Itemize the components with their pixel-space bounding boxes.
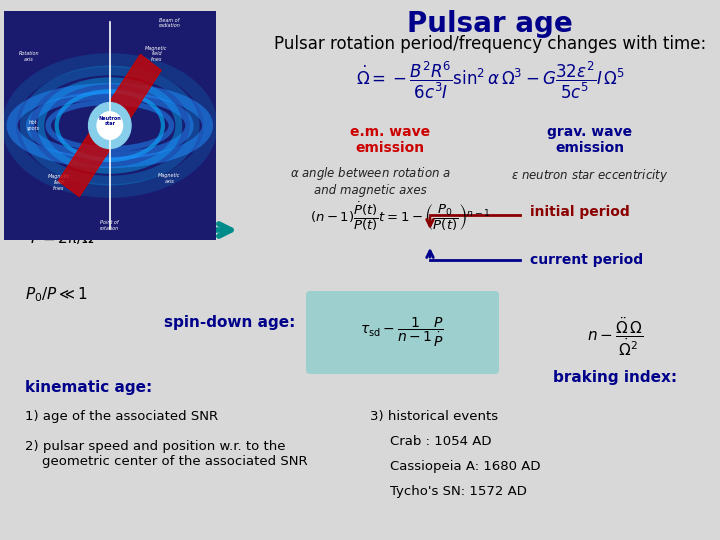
Text: $(n-1)\dfrac{\dot{P}(t)}{P(t)}t = 1 - \left(\dfrac{P_0}{P(t)}\right)^{n-1}$: $(n-1)\dfrac{\dot{P}(t)}{P(t)}t = 1 - \l… (310, 200, 490, 233)
Text: Pulsar age: Pulsar age (407, 10, 573, 38)
FancyBboxPatch shape (306, 291, 499, 374)
Text: Magnetic
field
lines: Magnetic field lines (145, 46, 168, 62)
Text: Cassiopeia A: 1680 AD: Cassiopeia A: 1680 AD (390, 460, 541, 473)
Text: $\varepsilon$ neutron star eccentricity: $\varepsilon$ neutron star eccentricity (511, 167, 669, 184)
Text: $\tau_{\rm sd} - \dfrac{1}{n-1}\dfrac{P}{\dot{P}}$: $\tau_{\rm sd} - \dfrac{1}{n-1}\dfrac{P}… (360, 315, 444, 348)
Text: Pulsar rotation period/frequency changes with time:: Pulsar rotation period/frequency changes… (274, 35, 706, 53)
Circle shape (97, 112, 122, 139)
Text: Hot
spots: Hot spots (27, 120, 40, 131)
Text: spin-down age:: spin-down age: (164, 315, 296, 330)
Text: Neutron
star: Neutron star (99, 116, 121, 126)
Circle shape (89, 103, 131, 148)
Text: 1) age of the associated SNR: 1) age of the associated SNR (25, 410, 218, 423)
Text: Crab : 1054 AD: Crab : 1054 AD (390, 435, 492, 448)
Text: initial period: initial period (530, 205, 630, 219)
Text: $P_0/P \ll 1$: $P_0/P \ll 1$ (25, 285, 88, 303)
Text: Magnetic
axis: Magnetic axis (158, 173, 181, 184)
Text: current period: current period (530, 253, 643, 267)
Text: 3) historical events: 3) historical events (370, 410, 498, 423)
Text: Point of
rotation: Point of rotation (100, 220, 120, 231)
Text: $n - \dfrac{\ddot{\Omega}\,\Omega}{\dot{\Omega}^2}$: $n - \dfrac{\ddot{\Omega}\,\Omega}{\dot{… (587, 315, 643, 357)
Text: $\dot{\Omega} \propto \Omega^n$
$P = 2\pi/\Omega$: $\dot{\Omega} \propto \Omega^n$ $P = 2\p… (30, 205, 95, 246)
Text: Beam of
radiation: Beam of radiation (158, 18, 180, 29)
Text: braking index:: braking index: (553, 370, 677, 385)
Text: Magnetic
field
lines: Magnetic field lines (48, 174, 70, 191)
Text: Tycho's SN: 1572 AD: Tycho's SN: 1572 AD (390, 485, 527, 498)
Text: kinematic age:: kinematic age: (25, 380, 152, 395)
Text: 2) pulsar speed and position w.r. to the
    geometric center of the associated : 2) pulsar speed and position w.r. to the… (25, 440, 307, 468)
Text: Rotation
axis: Rotation axis (19, 51, 40, 62)
FancyArrow shape (58, 118, 120, 197)
Text: e.m. wave
emission: e.m. wave emission (350, 125, 430, 155)
Text: $\alpha$ angle between rotation $a$
and magnetic axes: $\alpha$ angle between rotation $a$ and … (289, 165, 451, 197)
FancyArrow shape (99, 55, 161, 133)
Text: $\dot{\Omega} = -\dfrac{B^2 R^6}{6c^3 I}\sin^2\alpha\,\Omega^3 - G\dfrac{32\vare: $\dot{\Omega} = -\dfrac{B^2 R^6}{6c^3 I}… (356, 60, 624, 102)
Text: grav. wave
emission: grav. wave emission (547, 125, 633, 155)
